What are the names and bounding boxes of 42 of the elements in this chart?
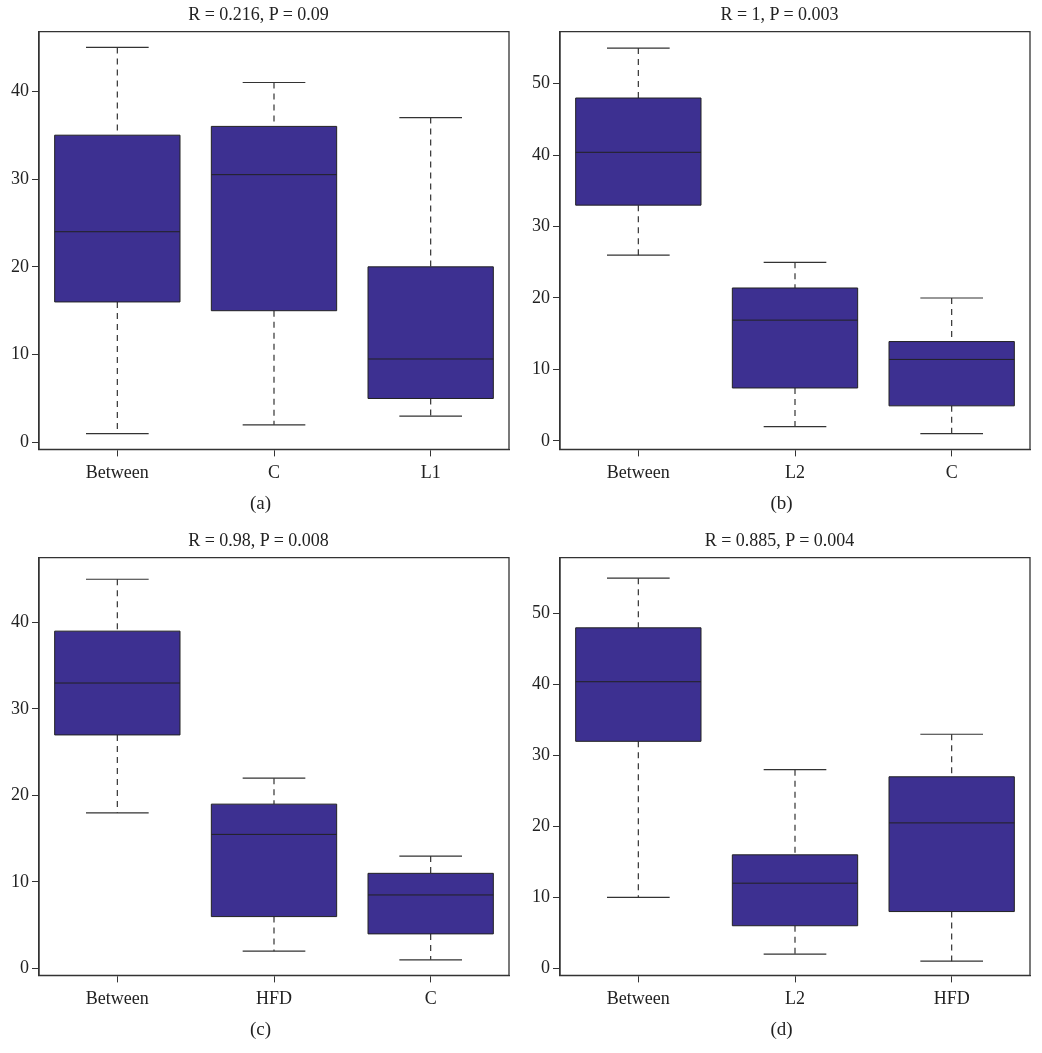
y-tick-label: 10 <box>11 870 29 891</box>
x-tick-label: Between <box>85 987 149 1008</box>
x-tick-label: Between <box>606 987 670 1008</box>
y-tick-label: 10 <box>532 358 550 379</box>
y-tick-label: 50 <box>532 602 550 623</box>
x-tick-label: Between <box>85 461 149 482</box>
x-tick-label: HFD <box>933 987 970 1008</box>
text: (a) <box>248 492 273 514</box>
x-tick-label: L1 <box>420 461 441 482</box>
text: (d) <box>769 1018 794 1040</box>
y-tick-label: 10 <box>532 886 550 907</box>
y-tick-label: 40 <box>532 673 550 694</box>
x-tick-label: L2 <box>785 987 805 1008</box>
text: (b) <box>769 492 794 514</box>
chart-title: R = 0.885, P = 0.004 <box>704 529 855 550</box>
y-tick-label: 30 <box>532 215 550 236</box>
y-tick-label: 50 <box>532 72 550 93</box>
y-tick-label: 20 <box>11 255 29 276</box>
y-tick-label: 0 <box>541 429 550 450</box>
y-tick-label: 0 <box>20 431 29 452</box>
y-tick-label: 20 <box>11 784 29 805</box>
y-tick-label: 20 <box>532 286 550 307</box>
x-tick-label: C <box>267 461 281 482</box>
y-tick-label: 0 <box>20 957 29 978</box>
y-tick-label: 20 <box>532 815 550 836</box>
y-tick-label: 0 <box>541 957 550 978</box>
y-tick-label: 30 <box>11 167 29 188</box>
x-tick-label: C <box>945 461 958 482</box>
text: (c) <box>248 1018 273 1040</box>
chart-title: R = 0.216, P = 0.09 <box>188 3 329 24</box>
y-tick-label: 30 <box>532 744 550 765</box>
y-tick-label: 10 <box>11 343 29 364</box>
chart-title: R = 1, P = 0.003 <box>720 3 839 24</box>
x-tick-label: HFD <box>255 987 293 1008</box>
x-tick-label: L2 <box>785 461 805 482</box>
x-tick-label: Between <box>606 461 670 482</box>
chart-title: R = 0.98, P = 0.008 <box>188 529 329 550</box>
x-tick-label: C <box>424 987 437 1008</box>
y-tick-label: 40 <box>11 80 29 101</box>
y-tick-label: 40 <box>11 611 29 632</box>
y-tick-label: 30 <box>11 697 29 718</box>
y-tick-label: 40 <box>532 143 550 164</box>
